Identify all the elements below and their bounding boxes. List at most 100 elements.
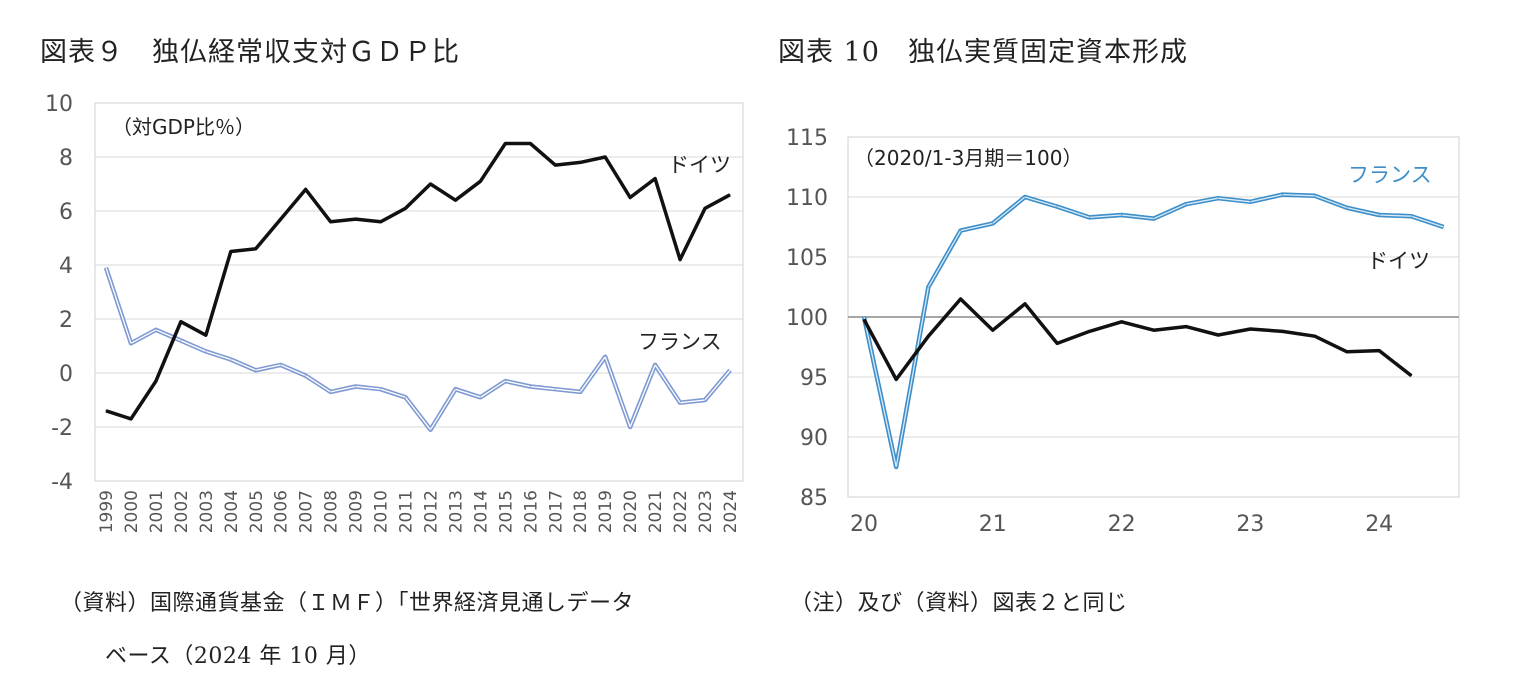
x-tick-label: 2010 <box>372 490 392 533</box>
data-point-france <box>1153 218 1155 220</box>
data-point-france <box>604 356 606 358</box>
data-point-germany <box>1217 334 1219 336</box>
data-point-germany <box>1378 350 1380 352</box>
data-point-germany <box>330 221 332 223</box>
x-tick-label: 2008 <box>322 490 342 533</box>
right-chart-title: 図表 10 独仏実質固定資本形成 <box>778 37 1188 68</box>
x-tick-label: 2007 <box>297 490 317 533</box>
data-point-france <box>305 375 307 377</box>
data-point-france <box>330 391 332 393</box>
x-tick-label: 24 <box>1365 512 1393 537</box>
x-tick-label: 23 <box>1236 512 1264 537</box>
x-tick-label: 2006 <box>272 490 292 533</box>
data-point-germany <box>1185 326 1187 328</box>
data-point-germany <box>130 418 132 420</box>
data-point-germany <box>992 329 994 331</box>
data-point-france <box>105 267 107 269</box>
y-tick-label: 90 <box>800 426 828 451</box>
x-tick-label: 21 <box>979 512 1007 537</box>
y-tick-label: 10 <box>45 92 73 117</box>
data-point-germany <box>1346 351 1348 353</box>
data-point-france <box>255 369 257 371</box>
data-point-france <box>1185 203 1187 205</box>
x-tick-label: 2019 <box>596 490 616 533</box>
data-point-germany <box>405 207 407 209</box>
data-point-france <box>729 369 731 371</box>
series-label-france: フランス <box>1348 163 1432 187</box>
data-point-france <box>479 396 481 398</box>
data-point-france <box>1378 214 1380 216</box>
data-point-germany <box>305 188 307 190</box>
right-chart: 85 90 95 100 105 110 115 20 21 22 23 24 （2020/1-3月期＝… <box>786 126 1460 537</box>
data-point-france <box>1314 195 1316 197</box>
data-point-germany <box>1153 329 1155 331</box>
data-point-france <box>1024 196 1026 198</box>
data-point-germany <box>205 334 207 336</box>
y-tick-label: 6 <box>59 200 73 225</box>
series-label-germany: ドイツ <box>668 153 731 177</box>
data-point-france <box>130 342 132 344</box>
left-source-note-2: ベース（2024 年 10 月） <box>105 644 371 669</box>
series-label-germany: ドイツ <box>1367 249 1430 273</box>
series-line-france-inner <box>105 267 731 431</box>
data-point-germany <box>105 410 107 412</box>
data-point-germany <box>863 318 865 320</box>
data-point-france <box>205 350 207 352</box>
data-point-germany <box>1249 328 1251 330</box>
data-point-france <box>1121 214 1123 216</box>
x-tick-label: 2001 <box>147 490 167 533</box>
data-point-germany <box>679 259 681 261</box>
data-point-germany <box>529 143 531 144</box>
x-tick-label: 2012 <box>421 490 441 533</box>
data-point-france <box>355 386 357 387</box>
data-point-france <box>155 329 157 331</box>
data-point-germany <box>479 180 481 182</box>
x-tick-label: 2004 <box>222 490 242 533</box>
y-tick-label: 100 <box>786 306 828 331</box>
x-tick-label: 22 <box>1108 512 1136 537</box>
y-tick-label: -2 <box>51 416 73 441</box>
left-source-note: （資料）国際通貨基金（ＩＭＦ）「世界経済見通しデータ <box>60 591 635 616</box>
data-point-germany <box>1410 375 1412 377</box>
x-tick-label: 2009 <box>347 490 367 533</box>
data-point-germany <box>355 218 357 220</box>
y-tick-label: 110 <box>786 186 828 211</box>
series-line-germany <box>105 141 731 421</box>
series-line-germany <box>862 297 1413 382</box>
data-point-germany <box>1088 330 1090 332</box>
x-tick-label: 2000 <box>122 490 142 533</box>
data-point-france <box>380 388 382 390</box>
y-tick-label: 85 <box>800 486 828 511</box>
unit-annotation: （対GDP比％） <box>112 115 255 139</box>
data-point-germany <box>380 221 382 223</box>
y-tick-label: 8 <box>59 146 73 171</box>
data-point-germany <box>230 251 232 252</box>
data-point-germany <box>704 207 706 209</box>
data-point-germany <box>1024 303 1026 305</box>
data-point-germany <box>255 248 257 250</box>
data-point-germany <box>454 199 456 201</box>
data-point-france <box>1088 216 1090 218</box>
data-point-france <box>504 380 506 382</box>
y-tick-label: 115 <box>786 126 828 151</box>
data-point-germany <box>554 164 556 166</box>
data-point-germany <box>604 156 606 158</box>
data-point-france <box>454 388 456 390</box>
data-point-france <box>554 388 556 390</box>
x-tick-label: 2020 <box>621 490 641 533</box>
y-tick-label: 105 <box>786 246 828 271</box>
data-point-france <box>863 316 865 318</box>
x-tick-label: 2003 <box>197 490 217 533</box>
data-point-germany <box>579 161 581 163</box>
data-point-france <box>629 426 631 428</box>
data-point-france <box>429 429 431 431</box>
x-tick-label: 2005 <box>247 490 267 533</box>
data-point-france <box>579 391 581 393</box>
series-label-france: フランス <box>638 330 722 354</box>
y-tick-label: 4 <box>59 254 73 279</box>
data-point-france <box>405 396 407 398</box>
data-point-france <box>230 359 232 360</box>
x-tick-label: 2023 <box>696 490 716 533</box>
x-tick-label: 2014 <box>471 490 491 533</box>
